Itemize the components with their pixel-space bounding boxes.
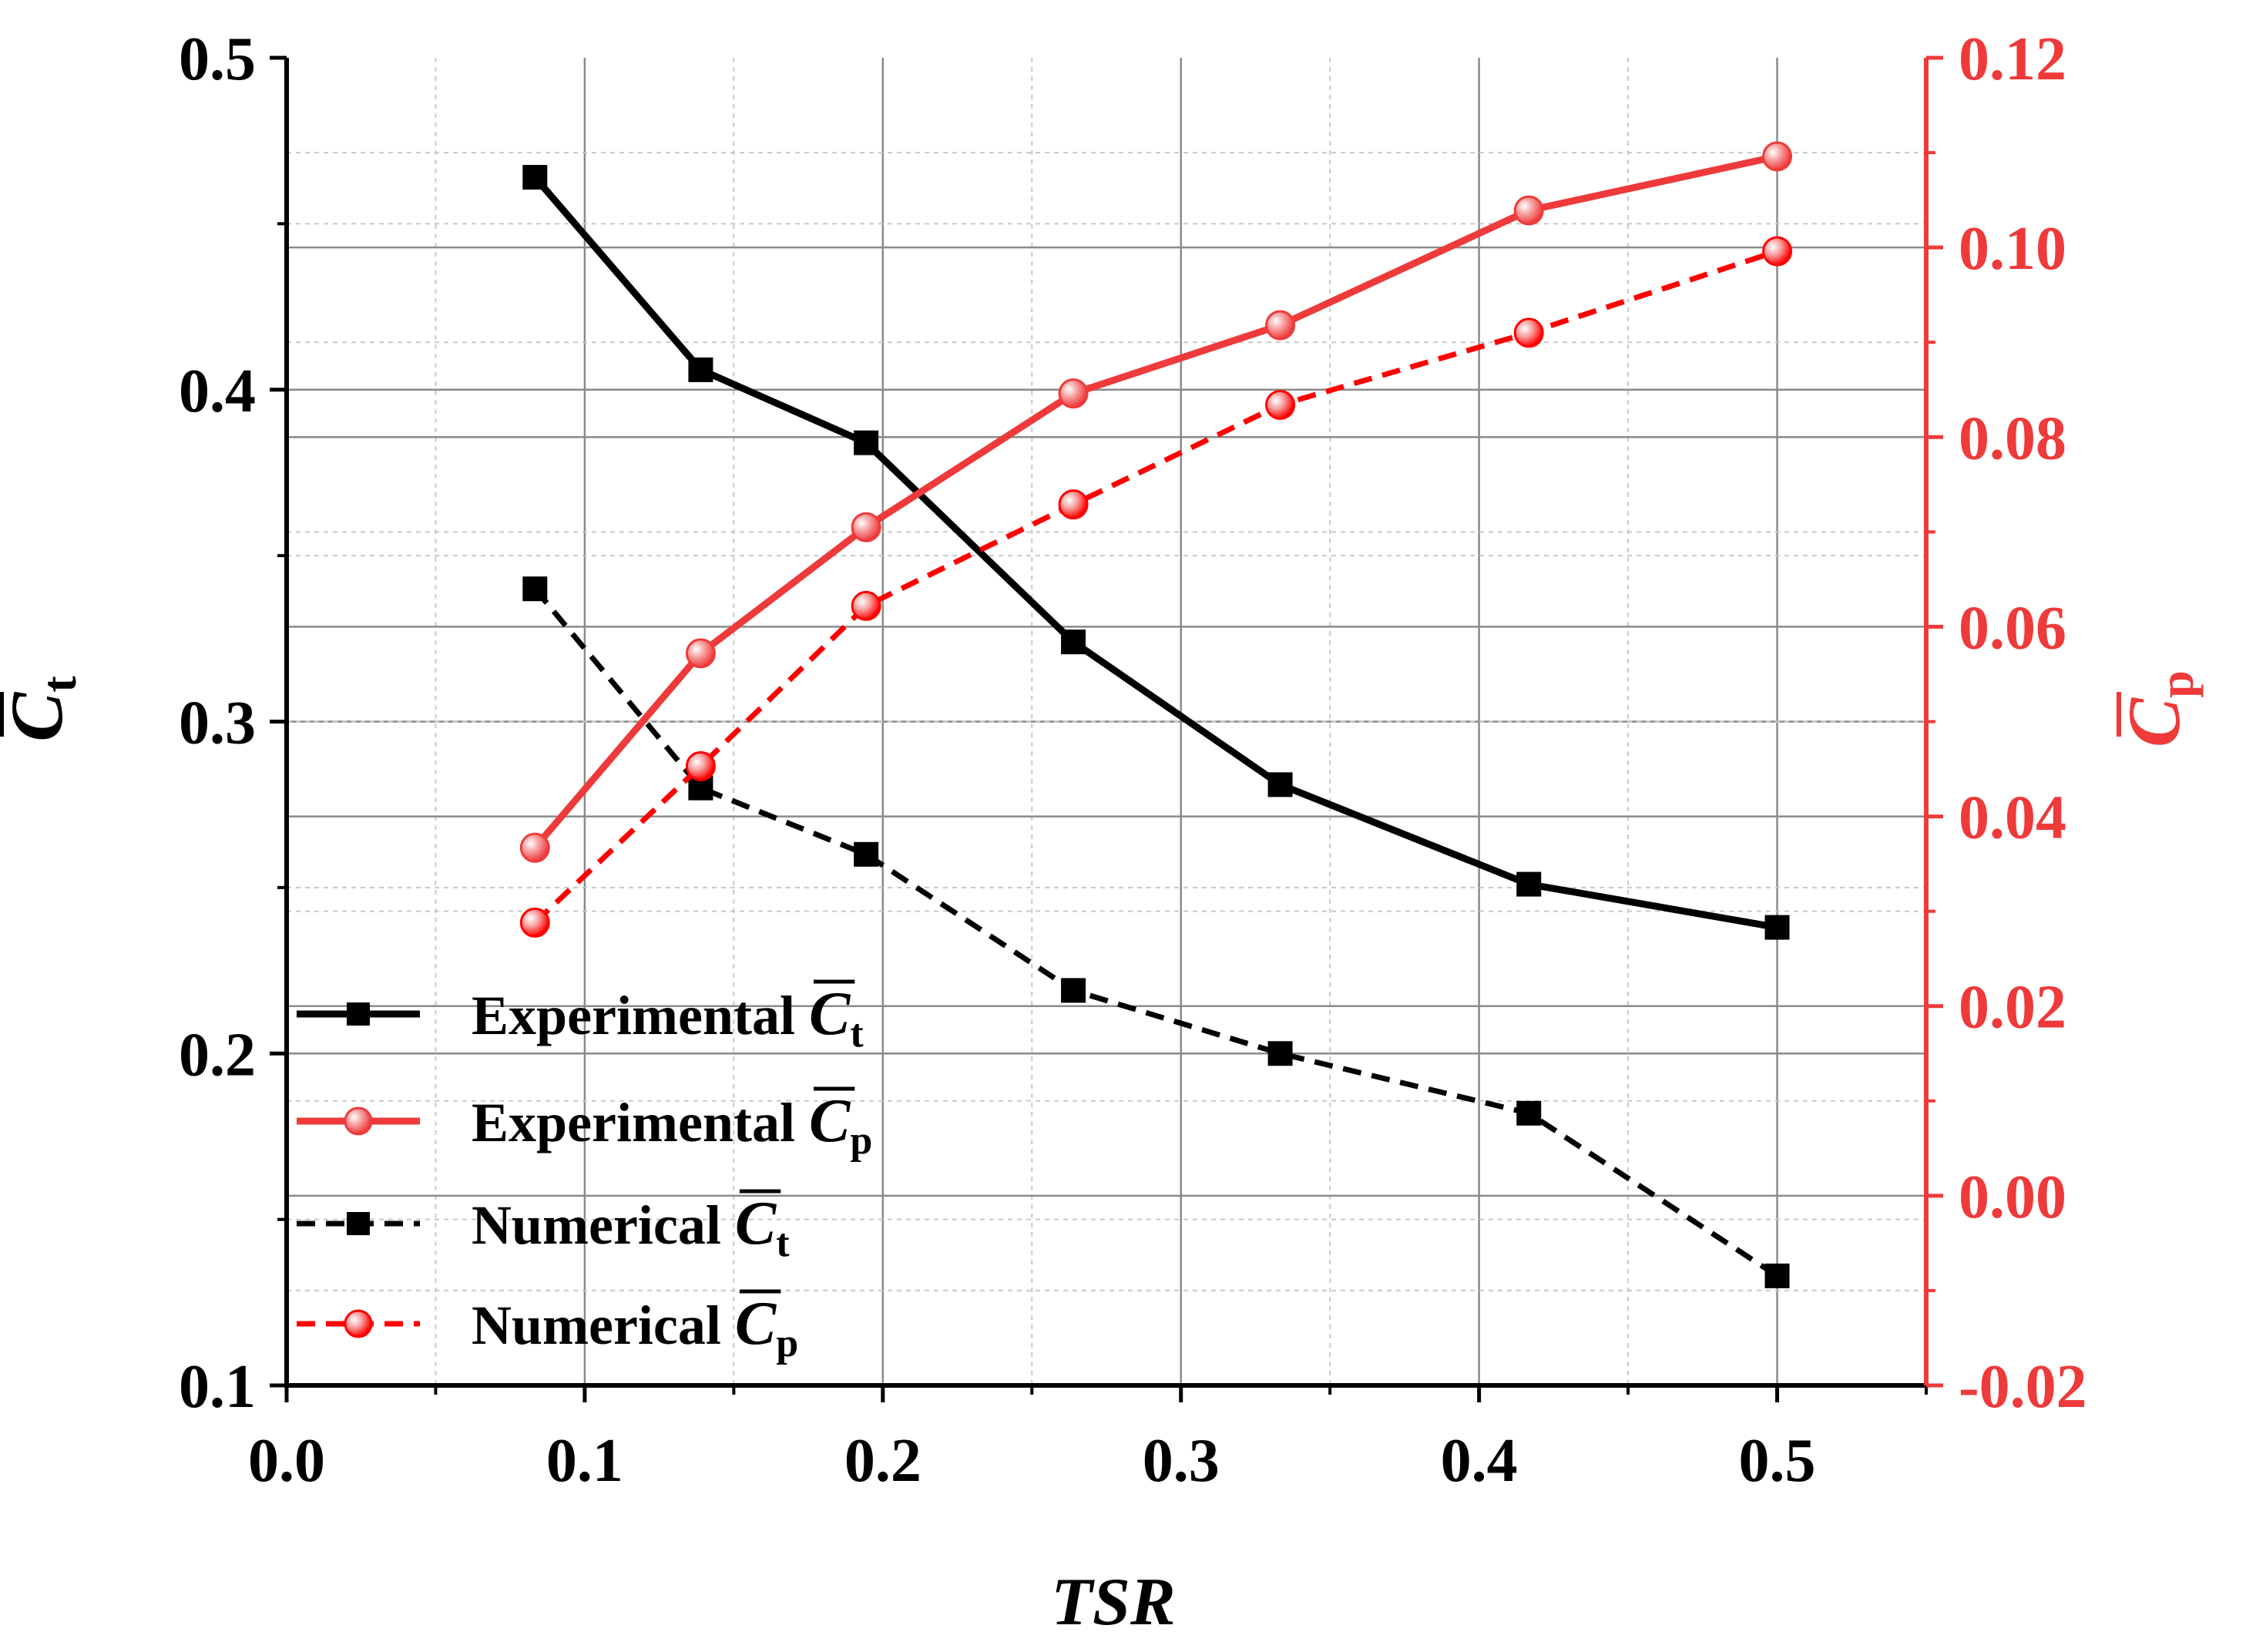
data-point	[688, 357, 713, 382]
y2-axis-label: Cp	[2113, 670, 2204, 747]
data-point	[854, 430, 879, 455]
data-point	[1762, 141, 1793, 172]
y2-tick-label: 0.04	[1959, 784, 2066, 852]
axes: 0.0 0.1 0.2 0.3 0.4 0.50.10.20.30.40.5-0.020.…	[179, 25, 2087, 1495]
data-point	[1058, 378, 1089, 409]
data-point	[1058, 489, 1089, 520]
legend-label-name: Numerical	[472, 1194, 735, 1256]
legend-label-sub: p	[776, 1321, 798, 1365]
y2-tick-label: 0.08	[1959, 405, 2066, 472]
legend-label-sub: t	[776, 1221, 790, 1265]
legend-label-sub: t	[850, 1012, 864, 1056]
data-point	[1764, 915, 1790, 940]
y2-tick-label: 0.12	[1959, 25, 2066, 93]
y-axis-label-sub: t	[32, 676, 86, 693]
svg-text:Cp: Cp	[2113, 670, 2204, 747]
svg-text:Ct: Ct	[0, 676, 86, 742]
legend-label: Experimental Cp	[472, 1087, 872, 1163]
y2-tick-label: 0.00	[1959, 1163, 2066, 1231]
data-point	[1267, 1041, 1293, 1066]
x-tick-label: 0.1	[546, 1427, 623, 1495]
y-tick-label: 0.3	[179, 690, 256, 757]
y2-tick-label: 0.10	[1959, 215, 2066, 283]
legend-label-symbol: C	[809, 980, 851, 1048]
data-point	[685, 638, 716, 669]
legend-label: Experimental Ct	[472, 980, 864, 1056]
legend-label-sub: p	[850, 1119, 872, 1163]
y2-tick-label: 0.06	[1959, 594, 2066, 662]
series-experimental-t	[522, 165, 1790, 940]
legend-marker	[347, 1002, 370, 1026]
x-tick-label: 0.5	[1739, 1427, 1816, 1495]
data-point	[1516, 1100, 1542, 1126]
data-point	[519, 907, 550, 938]
legend-item: Experimental Ct	[297, 979, 864, 1056]
x-tick-label: 0.3	[1143, 1427, 1220, 1495]
series-experimental-p	[519, 141, 1793, 863]
legend-marker	[344, 1106, 373, 1136]
y-tick-label: 0.2	[179, 1021, 256, 1089]
legend-item: Numerical Cp	[297, 1289, 798, 1365]
y2-axis-label-sub: p	[2149, 670, 2204, 698]
data-point	[1516, 871, 1542, 897]
data-point	[1513, 195, 1544, 226]
series-numerical-p	[519, 236, 1793, 938]
data-point	[519, 832, 550, 863]
legend-label: Numerical Cp	[472, 1290, 798, 1365]
data-point	[1265, 310, 1296, 341]
grid	[287, 58, 1927, 1385]
legend-label-symbol: C	[735, 1290, 777, 1358]
data-point	[851, 590, 881, 621]
legend-label-symbol: C	[735, 1190, 777, 1257]
y2-tick-label: -0.02	[1959, 1353, 2087, 1421]
data-point	[1513, 317, 1544, 348]
legend-marker	[344, 1309, 373, 1338]
x-tick-label: 0.0	[248, 1427, 325, 1495]
data-point	[1265, 389, 1296, 420]
data-point	[1061, 630, 1086, 655]
data-point	[1762, 236, 1793, 267]
data-point	[851, 512, 881, 542]
data-point	[522, 165, 548, 190]
series-numerical-t	[522, 576, 1790, 1288]
y-axis-label-symbol: C	[0, 692, 78, 742]
series-layer	[519, 141, 1793, 1288]
legend-marker	[347, 1212, 370, 1235]
legend-item: Numerical Ct	[297, 1189, 790, 1265]
y-axis-label: Ct	[0, 676, 86, 742]
legend-label-symbol: C	[809, 1087, 851, 1155]
legend-label: Numerical Ct	[472, 1190, 790, 1265]
legend-label-name: Experimental	[472, 1092, 809, 1153]
x-tick-label: 0.4	[1441, 1427, 1518, 1495]
legend-item: Experimental Cp	[297, 1086, 872, 1163]
data-point	[522, 576, 548, 602]
data-point	[854, 841, 879, 867]
legend-label-name: Numerical	[472, 1294, 735, 1356]
y-tick-label: 0.4	[179, 358, 256, 425]
data-point	[1764, 1263, 1790, 1288]
legend-label-name: Experimental	[472, 985, 809, 1046]
y-tick-label: 0.5	[179, 25, 256, 93]
data-point	[1267, 772, 1293, 797]
data-point	[1061, 978, 1086, 1003]
x-axis-label: TSR	[1051, 1565, 1175, 1640]
x-tick-label: 0.2	[844, 1427, 922, 1495]
y2-tick-label: 0.02	[1959, 974, 2066, 1042]
y-tick-label: 0.1	[179, 1353, 256, 1421]
y2-axis-label-symbol: C	[2113, 697, 2195, 747]
data-point	[685, 750, 716, 781]
